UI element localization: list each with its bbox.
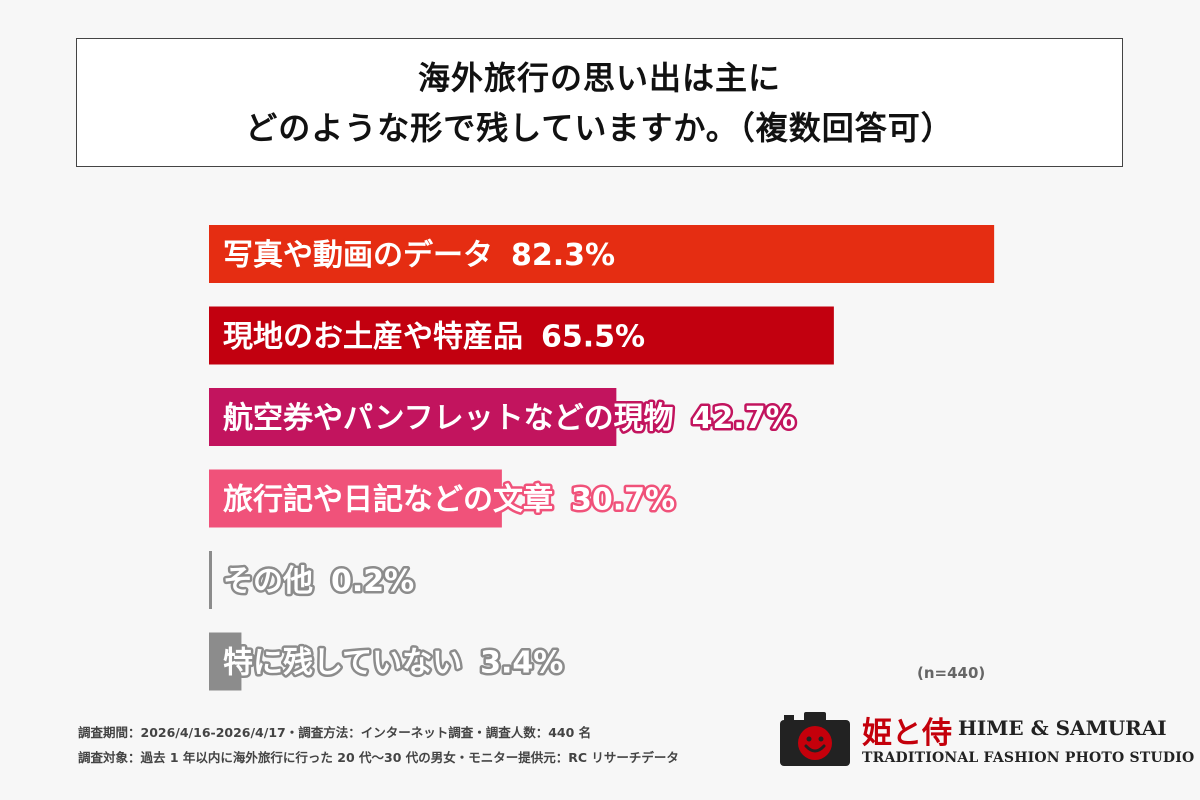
bar-2 — [209, 388, 617, 446]
logo: 姫と侍 HIME & SAMURAI TRADITIONAL FASHION P… — [780, 708, 1194, 772]
sample-size-note: (n=440) — [917, 664, 986, 682]
value-label-2: 42.7% — [692, 401, 796, 436]
camera-smile-icon — [780, 712, 850, 766]
bar-4 — [209, 551, 212, 609]
bar-label-3: 旅行記や日記などの文章 30.7% — [223, 483, 675, 518]
bar-5 — [209, 632, 242, 691]
bar-label-5: 特に残していない 3.4% — [223, 646, 563, 681]
logo-name: HIME & SAMURAI — [958, 716, 1167, 740]
category-label-1: 現地のお土産や特産品 — [223, 320, 523, 355]
value-label-4: 0.2% — [331, 564, 414, 599]
value-label-3: 30.7% — [571, 483, 675, 518]
footer-survey-target: 調査対象：過去 1 年以内に海外旅行に行った 20 代〜30 代の男女・モニター… — [78, 750, 679, 765]
chart-title-box: 海外旅行の思い出は主に どのような形で残していますか。（複数回答可） — [76, 38, 1123, 167]
value-label-5: 3.4% — [480, 646, 563, 681]
chart-title-line1: 海外旅行の思い出は主に — [417, 58, 781, 97]
logo-tagline: TRADITIONAL FASHION PHOTO STUDIO — [862, 750, 1195, 766]
bar-label-2: 航空券やパンフレットなどの現物 42.7% — [223, 401, 796, 436]
value-label-1: 65.5% — [541, 320, 645, 355]
category-label-0: 写真や動画のデータ — [223, 238, 493, 273]
chart-title-line2: どのような形で残していますか。（複数回答可） — [245, 108, 954, 147]
bar-1 — [209, 306, 834, 365]
bar-label-1: 現地のお土産や特産品 65.5% — [223, 320, 645, 355]
bar-label-4: その他 0.2% — [223, 564, 414, 599]
logo-kanji: 姫と侍 — [862, 716, 952, 751]
footer-survey-period: 調査期間：2026/4/16-2026/4/17・調査方法：インターネット調査・… — [78, 725, 592, 740]
bar-0 — [209, 225, 995, 283]
bar-3 — [209, 469, 502, 528]
category-label-5: 特に残していない — [223, 646, 462, 681]
category-label-4: その他 — [223, 564, 313, 599]
category-label-3: 旅行記や日記などの文章 — [223, 483, 553, 518]
value-label-0: 82.3% — [511, 238, 615, 273]
bar-label-0: 写真や動画のデータ 82.3% — [223, 238, 615, 273]
category-label-2: 航空券やパンフレットなどの現物 — [223, 401, 674, 436]
